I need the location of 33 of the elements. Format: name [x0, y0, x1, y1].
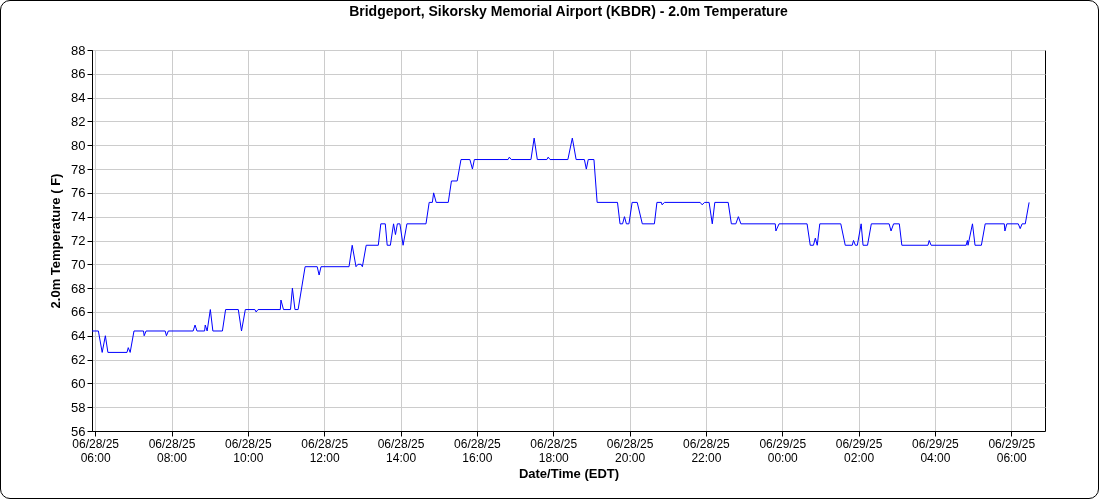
x-tick-label: 06/28/25 06:00 [72, 436, 120, 465]
y-tick-label: 88 [71, 42, 86, 58]
y-tick-label: 66 [71, 304, 86, 320]
y-tick-label: 82 [71, 113, 86, 129]
x-tick-label: 06/28/25 14:00 [377, 436, 425, 465]
x-tick-label: 06/29/25 04:00 [912, 436, 960, 465]
x-tick-label: 06/28/25 08:00 [148, 436, 196, 465]
x-tick-label: 06/29/25 00:00 [759, 436, 807, 465]
y-tick-label: 56 [71, 423, 86, 439]
x-tick-label: 06/28/25 10:00 [225, 436, 273, 465]
x-tick-label: 06/28/25 18:00 [530, 436, 578, 465]
y-tick-label: 76 [71, 185, 86, 201]
x-tick-label: 06/28/25 16:00 [454, 436, 502, 465]
x-axis-title: Date/Time (EDT) [518, 465, 620, 481]
y-tick-label: 72 [71, 233, 86, 248]
y-tick-label: 58 [71, 399, 86, 415]
x-tick-label: 06/28/25 20:00 [606, 436, 654, 465]
y-tick-label: 68 [71, 280, 86, 296]
y-tick-label: 74 [71, 209, 86, 225]
y-tick-label: 60 [71, 375, 86, 391]
chart-title: Bridgeport, Sikorsky Memorial Airport (KBDR) - 2.0m Temperature [349, 3, 789, 19]
x-tick-label: 06/28/25 12:00 [301, 436, 349, 465]
y-tick-label: 80 [71, 137, 86, 153]
y-tick-label: 64 [71, 328, 86, 344]
x-tick-label: 06/28/25 22:00 [683, 436, 731, 465]
x-tick-label: 06/29/25 02:00 [835, 436, 883, 465]
x-tick-label: 06/29/25 06:00 [988, 436, 1036, 465]
y-tick-label: 62 [71, 352, 86, 368]
y-axis-title: 2.0m Temperature ( F) [48, 173, 64, 309]
y-tick-label: 70 [71, 256, 86, 272]
y-tick-label: 86 [71, 66, 86, 82]
y-tick-label: 84 [71, 90, 86, 106]
y-tick-label: 78 [71, 161, 86, 177]
